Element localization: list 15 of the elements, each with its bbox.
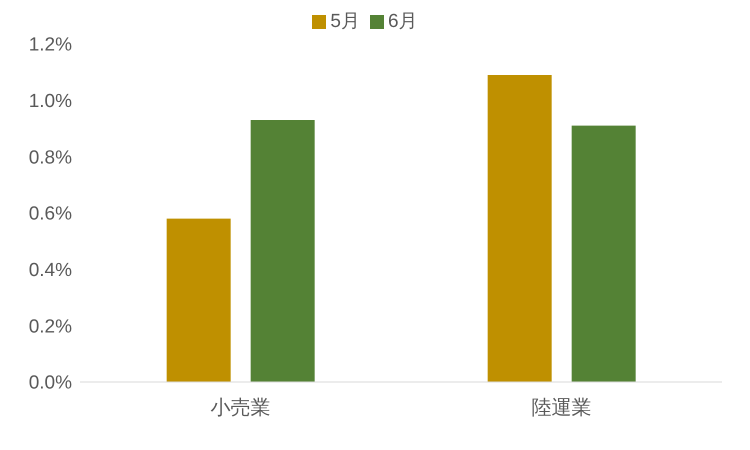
x-tick-label: 小売業	[210, 397, 270, 420]
y-tick-label: 0.4%	[28, 260, 72, 282]
bar	[166, 218, 231, 382]
y-tick-label: 0.8%	[28, 147, 72, 168]
bar	[250, 120, 315, 382]
y-tick-label: 0.2%	[28, 316, 72, 338]
legend-label: 5月	[330, 11, 360, 32]
x-tick-label: 陸運業	[532, 397, 592, 420]
bar	[488, 74, 552, 382]
y-tick-label: 0.0%	[28, 372, 72, 394]
y-tick-label: 0.6%	[28, 204, 72, 225]
legend-label: 6月	[388, 11, 418, 32]
y-tick-label: 1.2%	[28, 34, 72, 56]
bar	[572, 126, 636, 382]
y-tick-label: 1.0%	[28, 91, 72, 112]
